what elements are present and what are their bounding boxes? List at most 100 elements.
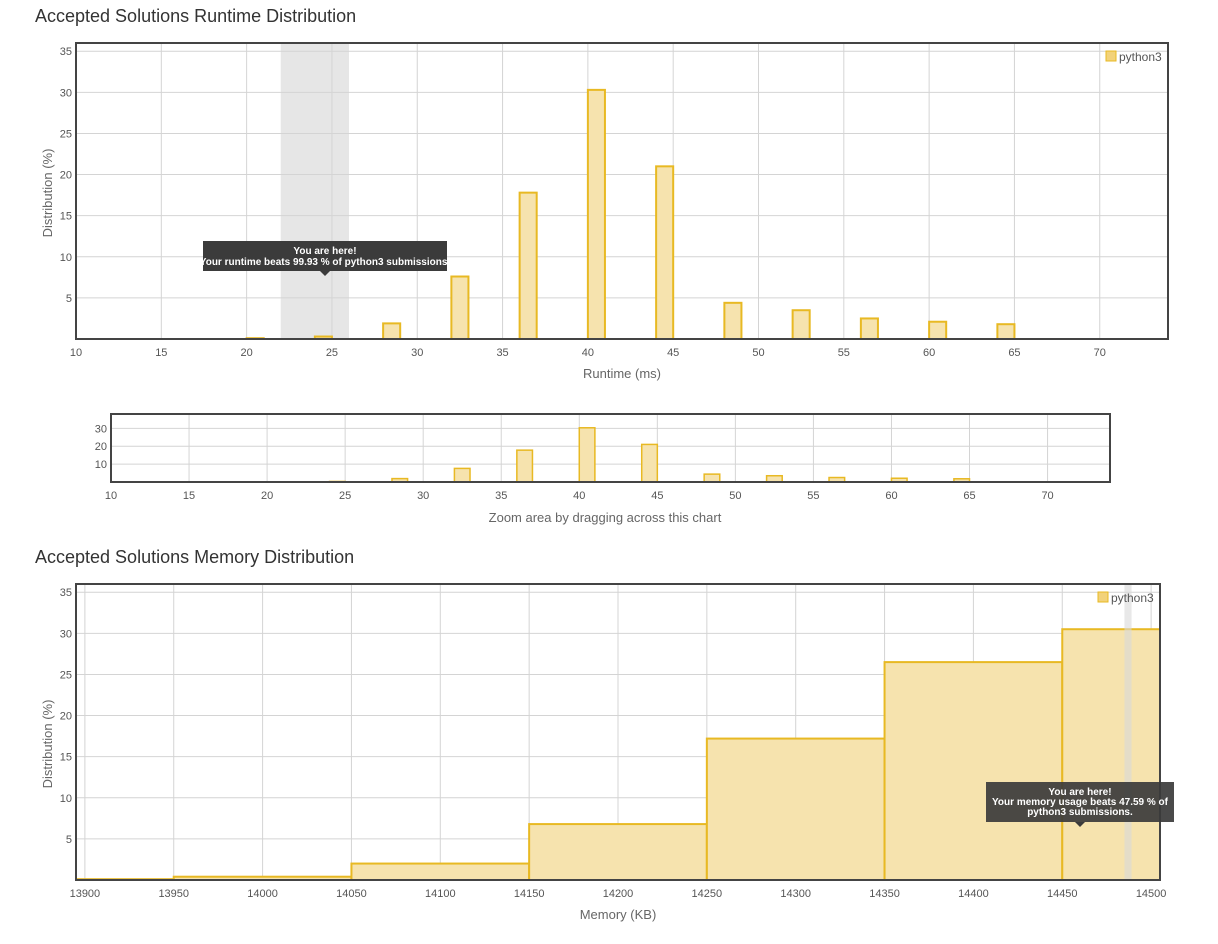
x-tick-label: 25	[326, 347, 338, 359]
histogram-bar[interactable]	[791, 309, 811, 341]
histogram-bar[interactable]	[640, 443, 659, 483]
x-tick-label: 14250	[692, 888, 723, 900]
navigator-plot-background	[111, 414, 1110, 482]
runtime-tooltip-box	[203, 241, 447, 271]
memory-bars[interactable]	[75, 628, 1162, 882]
x-tick-label: 20	[241, 347, 253, 359]
histogram-bar[interactable]	[996, 323, 1016, 341]
y-tick-label: 35	[60, 587, 72, 599]
y-tick-label: 30	[60, 628, 72, 640]
memory-chart[interactable]: 13900 13950 14000 14050 14100 14150 14200 14250…	[40, 583, 1174, 922]
memory-tooltip-line-3: python3 submissions.	[1027, 807, 1133, 818]
histogram-bar[interactable]	[883, 661, 1064, 881]
x-tick-label: 70	[1094, 347, 1106, 359]
x-tick-label: 45	[667, 347, 679, 359]
histogram-bar[interactable]	[528, 823, 708, 881]
memory-plot-frame	[75, 583, 1161, 881]
x-tick-label: 55	[838, 347, 850, 359]
memory-legend[interactable]: python3	[1097, 591, 1154, 605]
x-tick-label: 65	[1008, 347, 1020, 359]
histogram-bar[interactable]	[586, 88, 606, 340]
histogram-bar[interactable]	[705, 737, 886, 881]
y-tick-label: 5	[66, 293, 72, 305]
histogram-bar[interactable]	[928, 320, 948, 341]
x-tick-label: 14000	[247, 888, 278, 900]
histogram-bar[interactable]	[703, 473, 721, 483]
histogram-bar[interactable]	[453, 467, 471, 483]
y-tick-label: 20	[60, 711, 72, 723]
memory-y-tick-labels: 5 10 15 20 25 30 35	[60, 587, 72, 846]
memory-you-are-here-band	[1124, 584, 1132, 880]
x-tick-label: 14400	[958, 888, 989, 900]
memory-x-axis-title: Memory (KB)	[580, 907, 657, 922]
navigator-chart[interactable]: 10 15 20 25 30 35 40 45 50 55 60 65 70 10 20 30 Zoom a…	[95, 413, 1111, 525]
x-tick-label: 20	[261, 490, 273, 502]
y-tick-label: 5	[66, 834, 72, 846]
histogram-bar[interactable]	[578, 427, 596, 483]
histogram-bar[interactable]	[516, 449, 534, 483]
runtime-y-axis-title: Distribution (%)	[40, 149, 55, 238]
runtime-bars[interactable]	[245, 88, 1016, 341]
navigator-plot-frame[interactable]	[110, 413, 1111, 483]
memory-tooltip: You are here! Your memory usage beats 47…	[986, 782, 1174, 827]
histogram-bar[interactable]	[350, 862, 531, 881]
y-tick-label: 15	[60, 211, 72, 223]
runtime-chart[interactable]: 10 15 20 25 30 35 40 45 50 55 60 65 70 5 10 15 20 25 30 35…	[40, 42, 1169, 381]
memory-section-title: Accepted Solutions Memory Distribution	[35, 547, 355, 567]
x-tick-label: 10	[105, 490, 117, 502]
y-tick-label: 10	[60, 793, 72, 805]
x-tick-label: 15	[155, 347, 167, 359]
x-tick-label: 50	[729, 490, 741, 502]
x-tick-label: 45	[651, 490, 663, 502]
runtime-tooltip-line-2: Your runtime beats 99.93 % of python3 su…	[200, 257, 451, 268]
x-tick-label: 13900	[70, 888, 101, 900]
memory-legend-label: python3	[1111, 591, 1154, 605]
runtime-you-are-here-band	[280, 43, 349, 339]
x-tick-label: 25	[339, 490, 351, 502]
x-tick-label: 65	[963, 490, 975, 502]
y-tick-label: 10	[95, 459, 107, 471]
y-tick-label: 25	[60, 128, 72, 140]
histogram-bar[interactable]	[1061, 628, 1162, 881]
memory-x-tick-labels: 13900 13950 14000 14050 14100 14150 14200 14250…	[70, 888, 1167, 900]
y-tick-label: 35	[60, 46, 72, 58]
runtime-legend-label: python3	[1119, 50, 1162, 64]
memory-legend-swatch	[1097, 591, 1109, 603]
x-tick-label: 35	[496, 347, 508, 359]
x-tick-label: 13950	[158, 888, 189, 900]
histogram-bar[interactable]	[655, 165, 675, 340]
x-tick-label: 30	[411, 347, 423, 359]
x-tick-label: 50	[752, 347, 764, 359]
runtime-x-axis-title: Runtime (ms)	[583, 366, 661, 381]
navigator-y-tick-labels: 10 20 30	[95, 423, 107, 471]
histogram-bar[interactable]	[382, 322, 402, 340]
x-tick-label: 30	[417, 490, 429, 502]
x-tick-label: 15	[183, 490, 195, 502]
y-tick-label: 20	[95, 441, 107, 453]
runtime-y-tick-labels: 5 10 15 20 25 30 35	[60, 46, 72, 305]
x-tick-label: 60	[923, 347, 935, 359]
runtime-tooltip-line-1: You are here!	[293, 246, 356, 257]
y-tick-label: 10	[60, 252, 72, 264]
x-tick-label: 40	[582, 347, 594, 359]
memory-tooltip-line-1: You are here!	[1048, 787, 1111, 798]
histogram-bar[interactable]	[518, 191, 538, 340]
y-tick-label: 25	[60, 669, 72, 681]
navigator-caption: Zoom area by dragging across this chart	[489, 510, 722, 525]
y-tick-label: 30	[95, 423, 107, 435]
histogram-bar[interactable]	[450, 275, 470, 340]
memory-y-axis-title: Distribution (%)	[40, 700, 55, 789]
runtime-tooltip: You are here! Your runtime beats 99.93 %…	[200, 241, 451, 276]
memory-tooltip-box	[986, 782, 1174, 822]
x-tick-label: 14200	[603, 888, 634, 900]
runtime-plot-frame	[75, 42, 1169, 340]
histogram-bar[interactable]	[723, 301, 743, 341]
x-tick-label: 60	[885, 490, 897, 502]
memory-tooltip-pointer	[1075, 822, 1085, 827]
runtime-plot-background	[76, 43, 1168, 339]
x-tick-label: 14100	[425, 888, 456, 900]
x-tick-label: 14450	[1047, 888, 1078, 900]
histogram-bar[interactable]	[859, 317, 879, 341]
x-tick-label: 35	[495, 490, 507, 502]
runtime-legend[interactable]: python3	[1105, 50, 1162, 64]
